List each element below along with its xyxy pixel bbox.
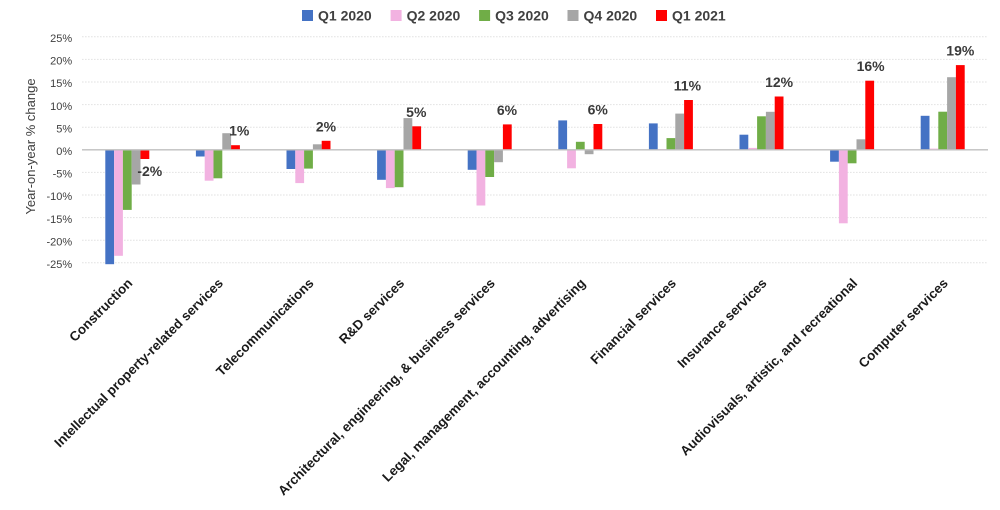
svg-text:6%: 6% [588,102,609,118]
svg-text:-2%: -2% [137,163,162,179]
svg-text:5%: 5% [406,104,427,120]
svg-text:Year-on-year % change: Year-on-year % change [23,78,38,214]
svg-text:6%: 6% [497,102,518,118]
svg-text:-5%: -5% [53,169,73,181]
svg-text:15%: 15% [50,78,72,90]
svg-text:Q4 2020: Q4 2020 [584,8,638,24]
svg-text:19%: 19% [946,43,975,59]
svg-text:Q3 2020: Q3 2020 [495,8,549,24]
svg-text:2%: 2% [316,118,337,134]
svg-text:20%: 20% [50,56,72,68]
svg-text:0%: 0% [56,146,72,158]
svg-text:1%: 1% [229,123,250,139]
svg-text:Q1 2021: Q1 2021 [672,8,726,24]
svg-text:Q2 2020: Q2 2020 [407,8,461,24]
svg-text:-20%: -20% [47,236,73,248]
svg-text:-15%: -15% [47,214,73,226]
svg-text:Q1 2020: Q1 2020 [318,8,372,24]
svg-text:10%: 10% [50,101,72,113]
svg-text:-10%: -10% [47,191,73,203]
svg-text:5%: 5% [56,123,72,135]
svg-text:-25%: -25% [47,259,73,271]
svg-text:12%: 12% [765,74,794,90]
svg-text:25%: 25% [50,33,72,45]
svg-text:16%: 16% [857,58,886,74]
svg-text:11%: 11% [674,78,702,94]
